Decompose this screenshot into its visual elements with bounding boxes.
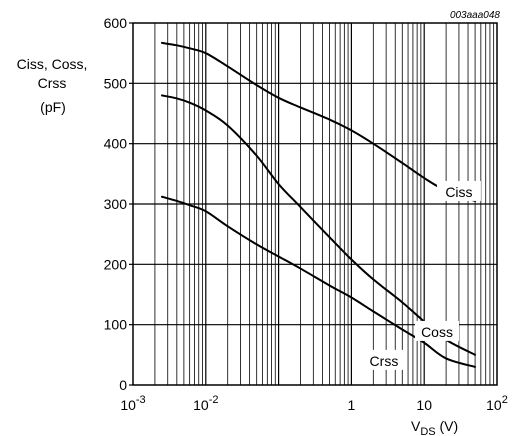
curve-label-bg (361, 349, 406, 370)
x-tick-label: 1 (348, 397, 356, 413)
series-line-coss (160, 94, 477, 356)
curve-label-crss: Crss (370, 353, 399, 369)
x-tick-label: 10-3 (120, 394, 145, 413)
y-tick-label: 300 (104, 196, 128, 212)
y-axis-label-line-1: Ciss, Coss, (17, 56, 88, 72)
x-tick-label: 10 (416, 397, 432, 413)
y-tick-label: 100 (104, 317, 128, 333)
curve-label-bg (436, 180, 481, 201)
y-axis-label-line-3: (pF) (40, 99, 66, 115)
curve-label-coss: Coss (421, 324, 453, 340)
x-tick-label: 10-2 (193, 394, 218, 413)
y-axis-label: Ciss, Coss, Crss (pF) (17, 56, 88, 115)
y-tick-label: 200 (104, 256, 128, 272)
x-axis-label: VDS (V) (411, 418, 458, 436)
y-axis-label-line-2: Crss (38, 75, 67, 91)
curve-labels: Ciss Coss Crss (361, 180, 481, 370)
y-tick-label: 600 (104, 15, 128, 31)
series-line-ciss (160, 41, 477, 202)
x-axis-label-main: V (411, 418, 421, 434)
x-axis-label-unit: (V) (436, 418, 459, 434)
x-tick-label: 102 (486, 394, 508, 413)
curve-label-bg (415, 320, 460, 341)
figure-id: 003aaa048 (450, 10, 500, 21)
series-line-crss (160, 195, 477, 368)
series-layer (160, 41, 477, 368)
x-axis-label-sub: DS (420, 426, 435, 436)
curve-label-ciss: Ciss (445, 184, 472, 200)
y-tick-label: 500 (104, 75, 128, 91)
x-ticks: 10-3 10-2 1 10 102 (120, 394, 508, 413)
y-ticks: 0 100 200 300 400 500 600 (104, 15, 133, 393)
y-tick-label: 0 (119, 377, 127, 393)
y-tick-label: 400 (104, 136, 128, 152)
